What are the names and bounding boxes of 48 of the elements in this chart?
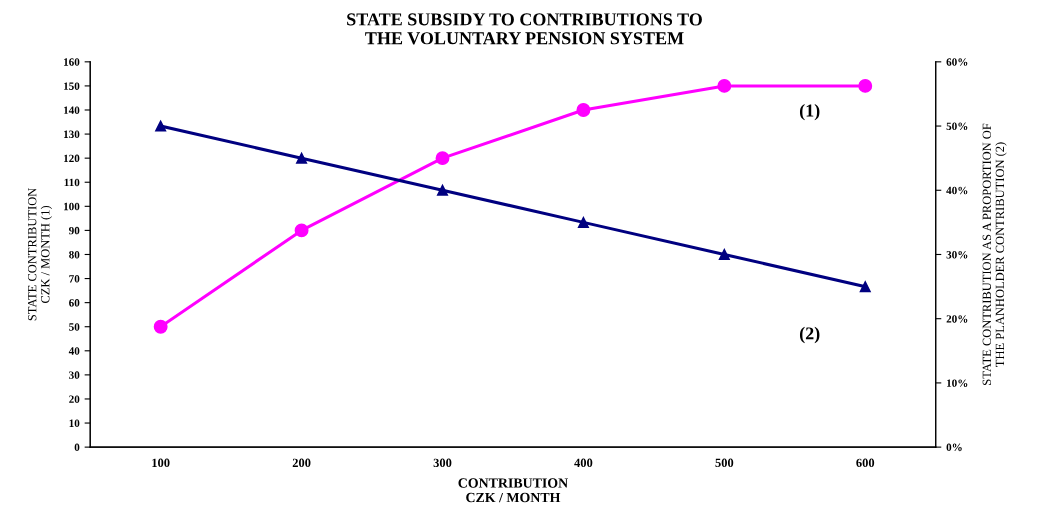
point [294,223,309,238]
y2-tick-label: 30% [946,250,968,259]
point [153,319,168,334]
point [436,184,449,196]
point [155,120,167,132]
y-tick-label: 20 [69,395,80,403]
point [718,248,730,261]
text: (2) [799,326,820,344]
y-tick-label: 130 [64,130,80,139]
y-axis-title: STATE CONTRIBUTION CZK / MONTH (1) [28,188,53,321]
y2-tick-label: 0% [946,443,962,452]
y-tick-label: 60 [69,299,80,307]
y-tick-label: 30 [69,371,80,379]
y-tick-label: 140 [64,106,80,114]
y-tick-label: 80 [69,250,80,259]
x-tick-label: 600 [856,458,875,468]
x-tick-label: 300 [433,458,452,468]
y-tick-label: 110 [64,178,80,187]
x-tick-label: 400 [574,458,593,468]
series-label: (1) [799,103,820,121]
y2-tick-label: 50% [946,122,968,131]
point [435,151,450,166]
y-tick-label: 150 [64,82,80,90]
y-tick-label: 160 [64,58,80,66]
point [576,103,591,117]
y2-tick-label: 60% [946,58,968,66]
point [859,281,871,293]
y-tick-label: 50 [69,323,80,331]
y-tick-label: 40 [68,347,80,355]
y2-tick-label: 20% [946,315,968,323]
x-tick-label: 500 [715,458,734,468]
point [717,78,732,93]
chart-title: STATE SUBSIDY TO CONTRIBUTIONS TO THE VOLUNTARY PENSION SYSTEM [347,13,702,45]
y-tick-label: 90 [68,226,80,235]
y-tick-label: 70 [69,275,80,283]
y-tick-label: 100 [64,202,80,211]
x-tick-label: 200 [292,458,311,468]
point [296,152,308,164]
y2-axis-title: STATE CONTRIBUTION AS A PROPORTION OF THE PLANHOLDER CONTRIBUTION (2) [982,123,1007,385]
y2-tick-label: 10% [947,379,968,387]
point [858,78,873,93]
y-tick-label: 10 [69,419,80,428]
y-tick-label: 120 [64,154,80,163]
x-tick-label: 100 [152,458,170,468]
point [577,216,589,228]
x-axis-title: CONTRIBUTION CZK / MONTH [458,478,568,503]
y-tick-label: 0 [74,443,80,452]
y2-tick-label: 40% [946,186,968,195]
